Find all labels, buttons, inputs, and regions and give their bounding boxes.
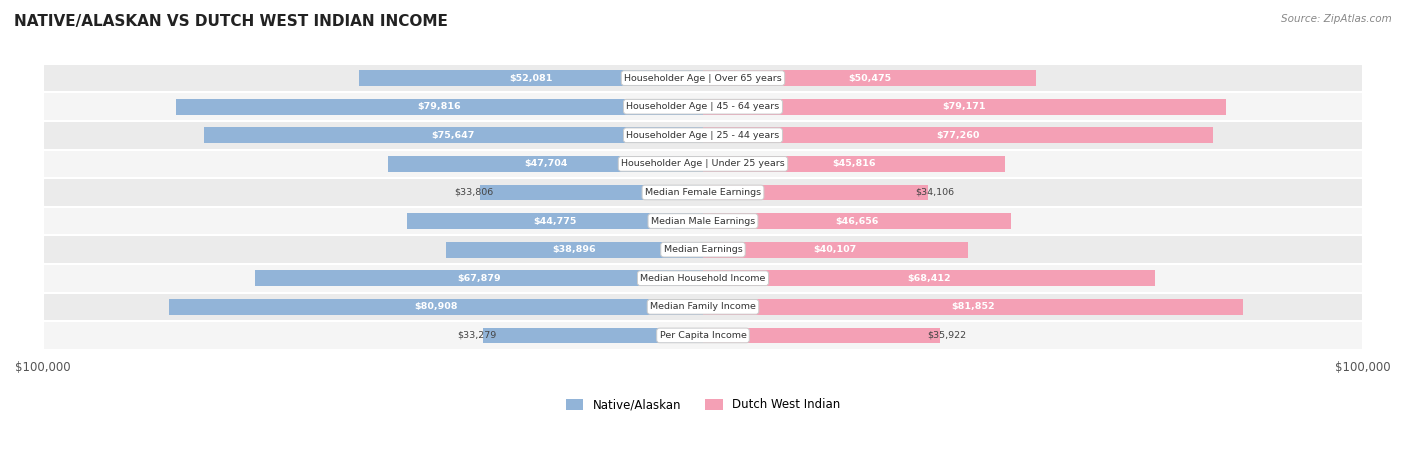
FancyBboxPatch shape xyxy=(484,327,703,343)
FancyBboxPatch shape xyxy=(42,149,1364,178)
FancyBboxPatch shape xyxy=(204,127,703,143)
FancyBboxPatch shape xyxy=(254,270,703,286)
FancyBboxPatch shape xyxy=(42,292,1364,321)
FancyBboxPatch shape xyxy=(42,321,1364,350)
FancyBboxPatch shape xyxy=(42,207,1364,235)
Text: $47,704: $47,704 xyxy=(524,159,567,169)
Text: Householder Age | Under 25 years: Householder Age | Under 25 years xyxy=(621,159,785,169)
Text: $50,475: $50,475 xyxy=(848,74,891,83)
Text: Per Capita Income: Per Capita Income xyxy=(659,331,747,340)
FancyBboxPatch shape xyxy=(408,213,703,229)
Text: $75,647: $75,647 xyxy=(432,131,475,140)
Text: Householder Age | Over 65 years: Householder Age | Over 65 years xyxy=(624,74,782,83)
FancyBboxPatch shape xyxy=(703,270,1154,286)
FancyBboxPatch shape xyxy=(42,92,1364,121)
FancyBboxPatch shape xyxy=(703,156,1005,172)
FancyBboxPatch shape xyxy=(703,327,941,343)
Text: $77,260: $77,260 xyxy=(936,131,980,140)
Text: Median Family Income: Median Family Income xyxy=(650,302,756,311)
FancyBboxPatch shape xyxy=(446,242,703,257)
Text: $80,908: $80,908 xyxy=(415,302,458,311)
FancyBboxPatch shape xyxy=(388,156,703,172)
FancyBboxPatch shape xyxy=(42,178,1364,207)
Text: $44,775: $44,775 xyxy=(533,217,576,226)
Legend: Native/Alaskan, Dutch West Indian: Native/Alaskan, Dutch West Indian xyxy=(561,394,845,416)
FancyBboxPatch shape xyxy=(42,121,1364,149)
FancyBboxPatch shape xyxy=(703,70,1036,86)
FancyBboxPatch shape xyxy=(703,127,1213,143)
FancyBboxPatch shape xyxy=(703,242,967,257)
Text: $45,816: $45,816 xyxy=(832,159,876,169)
FancyBboxPatch shape xyxy=(42,264,1364,292)
Text: Householder Age | 25 - 44 years: Householder Age | 25 - 44 years xyxy=(627,131,779,140)
Text: $68,412: $68,412 xyxy=(907,274,950,283)
Text: Householder Age | 45 - 64 years: Householder Age | 45 - 64 years xyxy=(627,102,779,111)
Text: $79,816: $79,816 xyxy=(418,102,461,111)
Text: $33,279: $33,279 xyxy=(457,331,496,340)
FancyBboxPatch shape xyxy=(703,99,1226,114)
Text: NATIVE/ALASKAN VS DUTCH WEST INDIAN INCOME: NATIVE/ALASKAN VS DUTCH WEST INDIAN INCO… xyxy=(14,14,449,29)
Text: $40,107: $40,107 xyxy=(814,245,858,254)
FancyBboxPatch shape xyxy=(169,299,703,315)
Text: $33,806: $33,806 xyxy=(454,188,494,197)
FancyBboxPatch shape xyxy=(42,235,1364,264)
FancyBboxPatch shape xyxy=(703,184,928,200)
Text: $35,922: $35,922 xyxy=(927,331,966,340)
Text: Source: ZipAtlas.com: Source: ZipAtlas.com xyxy=(1281,14,1392,24)
Text: Median Male Earnings: Median Male Earnings xyxy=(651,217,755,226)
Text: $79,171: $79,171 xyxy=(942,102,986,111)
Text: Median Earnings: Median Earnings xyxy=(664,245,742,254)
Text: $38,896: $38,896 xyxy=(553,245,596,254)
FancyBboxPatch shape xyxy=(703,299,1243,315)
FancyBboxPatch shape xyxy=(359,70,703,86)
FancyBboxPatch shape xyxy=(703,213,1011,229)
Text: $52,081: $52,081 xyxy=(509,74,553,83)
Text: $81,852: $81,852 xyxy=(952,302,995,311)
Text: Median Household Income: Median Household Income xyxy=(640,274,766,283)
FancyBboxPatch shape xyxy=(42,64,1364,92)
Text: Median Female Earnings: Median Female Earnings xyxy=(645,188,761,197)
Text: $67,879: $67,879 xyxy=(457,274,501,283)
Text: $46,656: $46,656 xyxy=(835,217,879,226)
FancyBboxPatch shape xyxy=(479,184,703,200)
FancyBboxPatch shape xyxy=(176,99,703,114)
Text: $34,106: $34,106 xyxy=(915,188,955,197)
